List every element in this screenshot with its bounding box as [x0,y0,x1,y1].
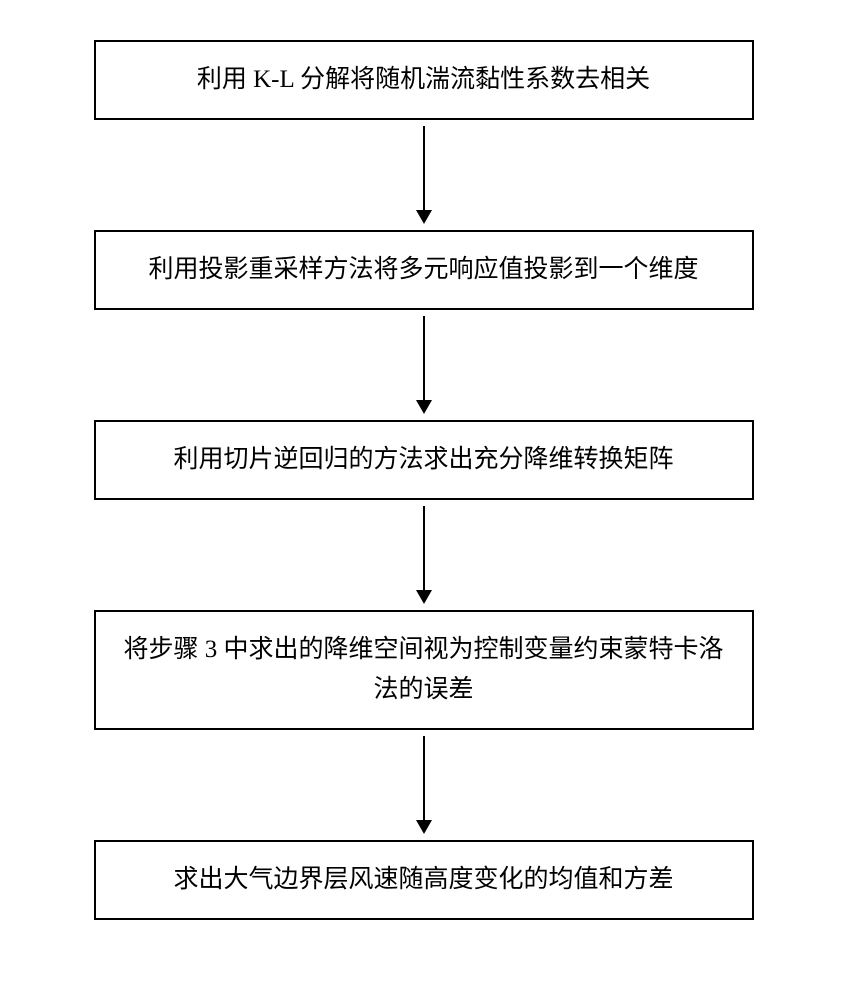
arrow-line [423,506,425,591]
arrow-line [423,316,425,401]
step-label: 求出大气边界层风速随高度变化的均值和方差 [173,860,673,900]
flowchart-step-2: 利用投影重采样方法将多元响应值投影到一个维度 [94,230,754,310]
step-label: 将步骤 3 中求出的降维空间视为控制变量约束蒙特卡洛法的误差 [124,630,724,710]
arrow-head-icon [416,400,432,414]
step-label: 利用投影重采样方法将多元响应值投影到一个维度 [148,250,698,290]
step-label: 利用 K-L 分解将随机湍流黏性系数去相关 [197,60,650,100]
flowchart-step-4: 将步骤 3 中求出的降维空间视为控制变量约束蒙特卡洛法的误差 [94,610,754,730]
arrow-head-icon [416,590,432,604]
flowchart-step-5: 求出大气边界层风速随高度变化的均值和方差 [94,840,754,920]
arrow-4 [416,730,432,840]
arrow-line [423,736,425,821]
arrow-head-icon [416,210,432,224]
arrow-3 [416,500,432,610]
arrow-line [423,126,425,211]
step-label: 利用切片逆回归的方法求出充分降维转换矩阵 [173,440,673,480]
arrow-1 [416,120,432,230]
arrow-2 [416,310,432,420]
arrow-head-icon [416,820,432,834]
flowchart-step-1: 利用 K-L 分解将随机湍流黏性系数去相关 [94,40,754,120]
flowchart-container: 利用 K-L 分解将随机湍流黏性系数去相关 利用投影重采样方法将多元响应值投影到… [80,40,767,920]
flowchart-step-3: 利用切片逆回归的方法求出充分降维转换矩阵 [94,420,754,500]
